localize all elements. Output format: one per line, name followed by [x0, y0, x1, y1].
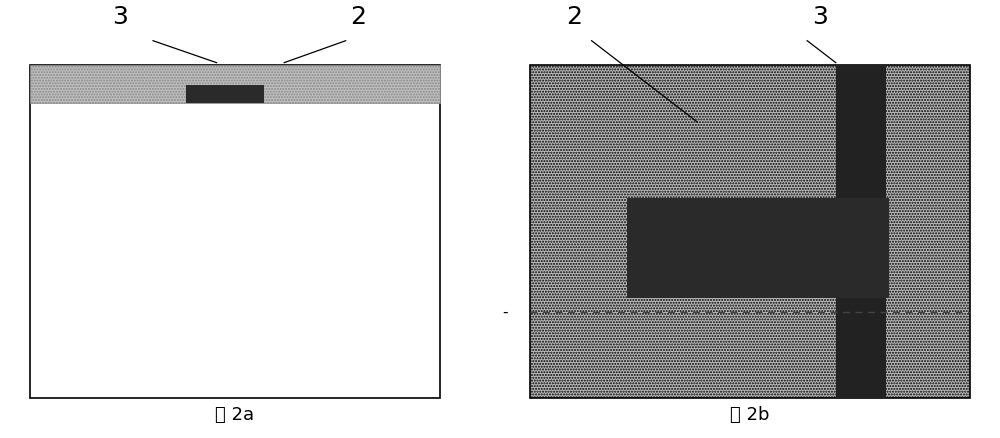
Text: 图 2b: 图 2b — [730, 405, 770, 423]
Text: 3: 3 — [812, 4, 828, 28]
Bar — [186, 86, 264, 104]
Bar — [530, 66, 970, 399]
Text: -: - — [502, 304, 508, 319]
Text: 3: 3 — [112, 4, 128, 28]
Text: 2: 2 — [566, 4, 582, 28]
Bar — [836, 66, 886, 399]
Text: 图 2a: 图 2a — [215, 405, 255, 423]
Bar — [627, 199, 889, 299]
Bar — [30, 66, 440, 399]
Bar — [30, 66, 440, 104]
Text: 2: 2 — [350, 4, 366, 28]
